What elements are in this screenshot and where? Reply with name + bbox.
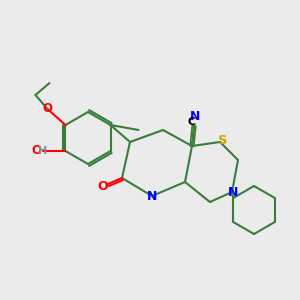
Text: N: N [190,110,200,122]
Text: N: N [228,185,238,199]
Text: S: S [218,134,228,148]
Text: O: O [98,179,108,193]
Text: C: C [188,117,196,127]
Text: N: N [147,190,157,203]
Text: H: H [38,146,48,156]
Text: O: O [32,145,41,158]
Text: O: O [43,103,52,116]
